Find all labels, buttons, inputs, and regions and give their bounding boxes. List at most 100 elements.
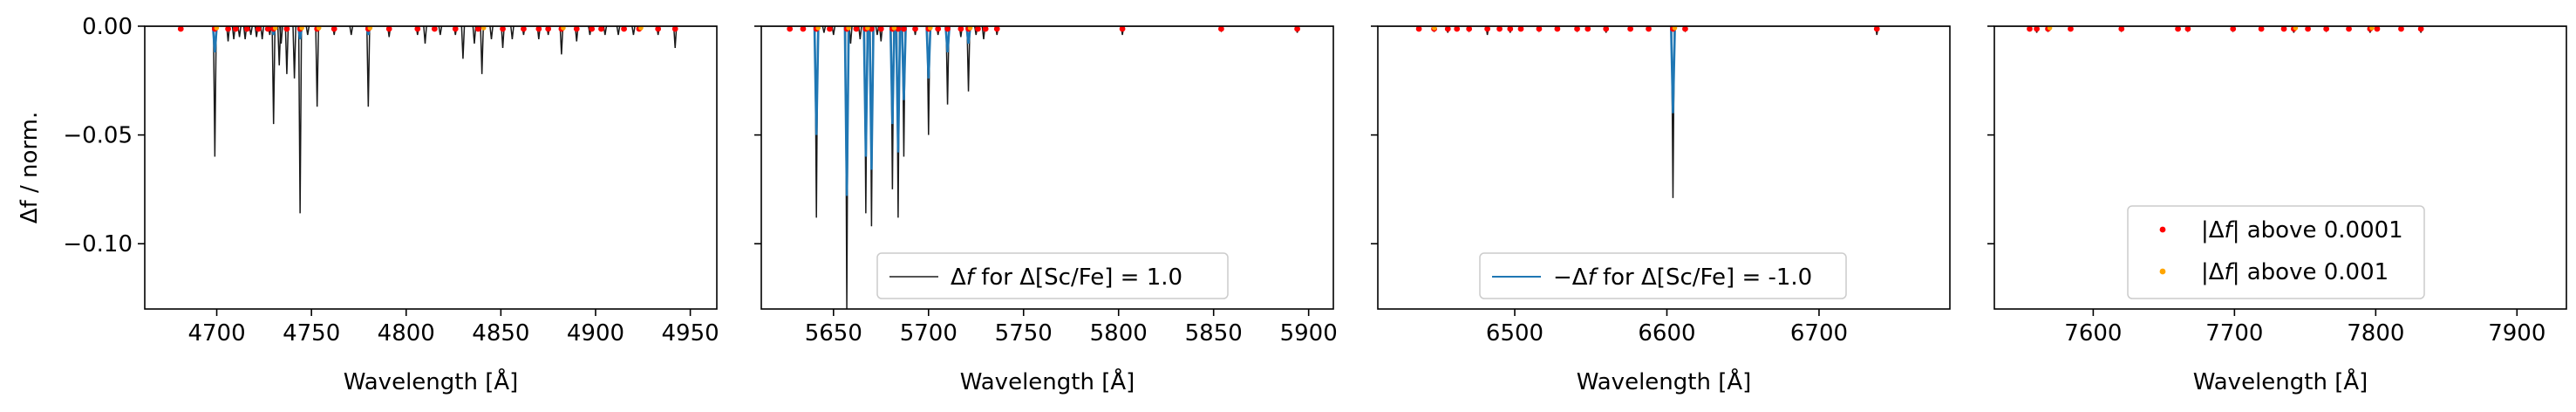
delta-f-line xyxy=(966,26,971,92)
delta-f-line xyxy=(249,26,253,36)
point-above-0001 xyxy=(521,26,527,32)
point-above-0001 xyxy=(912,26,918,32)
x-axis-title: Wavelength [Å] xyxy=(1577,367,1752,395)
point-above-0001 xyxy=(621,26,627,32)
legend-box xyxy=(876,252,1229,299)
legend-1: Δf for Δ[Sc/Fe] = 1.0 xyxy=(876,252,1229,299)
point-above-0001 xyxy=(2118,26,2125,32)
delta-f-line xyxy=(260,26,265,40)
point-above-001 xyxy=(638,26,644,31)
point-above-001 xyxy=(480,26,487,31)
point-above-001 xyxy=(561,26,566,31)
delta-f-line xyxy=(472,26,477,44)
neg-delta-f-line xyxy=(944,26,951,53)
legend-entry-label: Δf for Δ[Sc/Fe] = 1.0 xyxy=(951,264,1182,291)
point-above-0001 xyxy=(800,26,807,32)
x-tick-label: 4750 xyxy=(283,320,340,347)
point-above-0001 xyxy=(993,26,1000,32)
point-above-0001 xyxy=(2305,26,2311,32)
y-tick-label: −0.10 xyxy=(63,231,133,258)
delta-f-line xyxy=(501,26,505,48)
delta-f-line xyxy=(603,26,608,36)
point-above-0001 xyxy=(944,26,951,32)
delta-f-line xyxy=(284,26,290,74)
neg-delta-f-line xyxy=(813,26,820,135)
point-above-0001 xyxy=(255,26,262,32)
point-above-0001 xyxy=(1554,26,1561,32)
x-tick-label: 7900 xyxy=(2488,320,2545,347)
point-above-0001 xyxy=(1603,26,1610,32)
axes-frame xyxy=(144,25,718,310)
legend-entry-label: −Δf for Δ[Sc/Fe] = -1.0 xyxy=(1553,264,1812,291)
legend-entry-label: |Δf| above 0.001 xyxy=(2201,259,2389,285)
delta-f-line xyxy=(875,26,880,36)
point-above-0001 xyxy=(655,26,662,32)
x-tick-label: 7800 xyxy=(2347,320,2404,347)
x-tick-label: 5850 xyxy=(1185,320,1243,347)
point-above-0001 xyxy=(2323,26,2330,32)
point-above-0001 xyxy=(177,26,184,32)
panels: 4700 4750 4800 4850 4900 4950 0.00 −0.05 −0.10 Wa… xyxy=(63,14,2567,395)
x-tick-label: 6600 xyxy=(1638,320,1695,347)
point-above-0001 xyxy=(895,26,902,32)
point-above-001 xyxy=(927,26,933,31)
x-axis-title: Wavelength [Å] xyxy=(344,367,519,395)
point-above-001 xyxy=(2047,26,2053,31)
delta-f-line xyxy=(857,26,862,40)
plot-area-4 xyxy=(1994,26,2566,33)
point-above-0001 xyxy=(232,26,239,32)
x-tick-label: 5650 xyxy=(805,320,862,347)
panel-3: 6500 6600 6700 Wavelength [Å] xyxy=(1371,25,1951,395)
point-above-0001 xyxy=(1517,26,1524,32)
panel-4: 7600 7700 7800 7900 Wavelength [Å] xyxy=(1987,25,2567,395)
point-above-0001 xyxy=(2230,26,2237,32)
point-above-001 xyxy=(891,26,897,31)
point-above-0001 xyxy=(2374,26,2381,32)
point-above-0001 xyxy=(901,26,907,32)
delta-f-line xyxy=(271,26,276,125)
delta-f-line xyxy=(365,26,371,107)
legend-box xyxy=(2127,205,2425,299)
point-above-001 xyxy=(2293,26,2299,31)
point-above-001 xyxy=(846,26,851,31)
point-above-0001 xyxy=(414,26,421,32)
x-axis-title: Wavelength [Å] xyxy=(960,367,1135,395)
point-above-0001 xyxy=(264,26,271,32)
point-above-0001 xyxy=(2184,26,2191,32)
delta-f-line xyxy=(672,26,678,48)
delta-f-line xyxy=(489,26,494,40)
x-tick-label: 6500 xyxy=(1486,320,1544,347)
point-above-0001 xyxy=(573,26,580,32)
y-tick-label: 0.00 xyxy=(82,14,133,40)
point-above-001 xyxy=(865,26,870,31)
point-above-0001 xyxy=(1444,26,1451,32)
point-above-001 xyxy=(214,26,220,31)
point-above-0001 xyxy=(225,26,231,32)
point-above-0001 xyxy=(2175,26,2181,32)
legend-box xyxy=(1479,252,1847,299)
point-above-0001 xyxy=(2398,26,2404,32)
point-above-0001 xyxy=(1507,26,1514,32)
plot-area-3 xyxy=(1378,26,1950,198)
point-above-0001 xyxy=(545,26,552,32)
delta-f-line xyxy=(831,26,836,36)
point-above-0001 xyxy=(331,26,337,32)
delta-f-line xyxy=(480,26,484,74)
neg-delta-f-line xyxy=(889,26,896,125)
x-axis-title: Wavelength [Å] xyxy=(2193,367,2368,395)
point-above-0001 xyxy=(1873,26,1880,32)
delta-f-line xyxy=(460,26,466,59)
point-above-0001 xyxy=(2258,26,2265,32)
point-above-0001 xyxy=(2068,26,2074,32)
axes-frame xyxy=(1993,25,2567,310)
axes-frame xyxy=(760,25,1334,310)
point-above-0001 xyxy=(283,26,290,32)
panel-1: 4700 4750 4800 4850 4900 4950 0.00 −0.05 −0.10 Wa… xyxy=(63,14,719,395)
point-above-0001 xyxy=(1682,26,1688,32)
x-tick-label: 4800 xyxy=(378,320,435,347)
point-above-0001 xyxy=(1627,26,1634,32)
point-above-0001 xyxy=(1415,26,1422,32)
y-axis-title: Δf / norm. xyxy=(17,112,43,223)
point-above-0001 xyxy=(2034,26,2040,32)
